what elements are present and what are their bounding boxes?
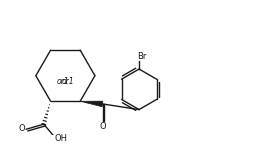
Text: O: O: [99, 122, 106, 131]
Text: O: O: [18, 124, 25, 133]
Polygon shape: [80, 101, 103, 107]
Text: or1: or1: [57, 76, 70, 86]
Text: or1: or1: [61, 76, 74, 86]
Text: Br: Br: [137, 52, 146, 61]
Text: OH: OH: [54, 134, 67, 143]
